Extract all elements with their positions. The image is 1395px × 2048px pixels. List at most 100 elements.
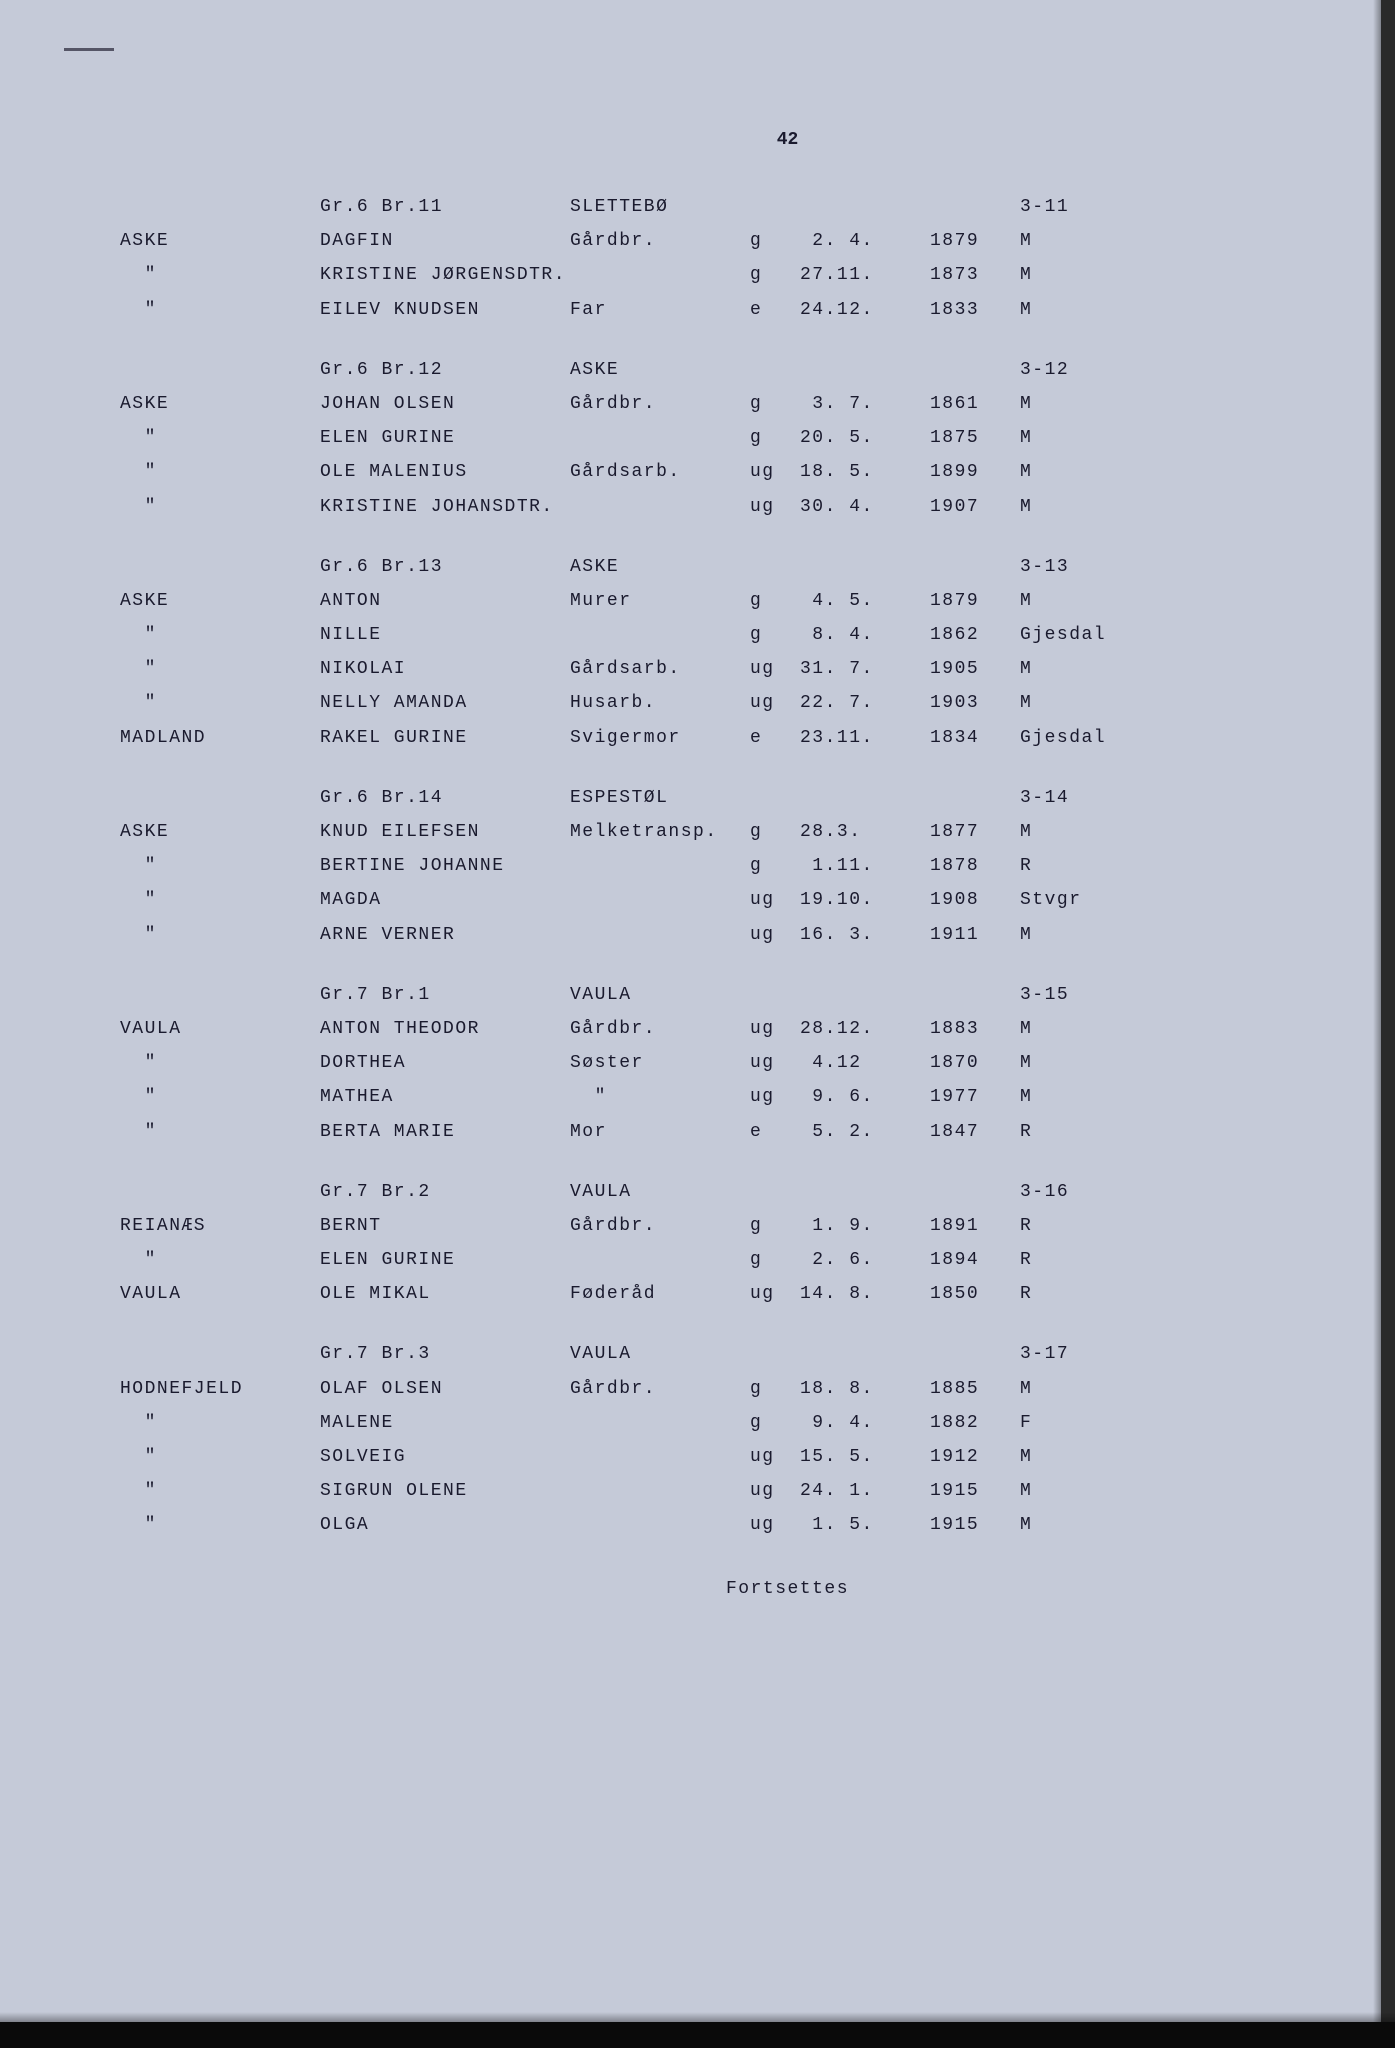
cell-location: M xyxy=(1020,1474,1295,1508)
cell-surname-ditto: " xyxy=(120,618,320,652)
census-row: "MAGDAug19.10.1908Stvgr xyxy=(120,883,1295,917)
cell-name: KRISTINE JØRGENSDTR. xyxy=(320,258,570,292)
cell-status: g xyxy=(750,387,800,421)
census-row: "BERTA MARIEMore 5. 2.1847R xyxy=(120,1115,1295,1149)
census-row: "KRISTINE JØRGENSDTR.g27.11.1873M xyxy=(120,258,1295,292)
cell-date: 18. 5. xyxy=(800,455,930,489)
cell-surname-ditto: " xyxy=(120,1080,320,1114)
cell-occupation xyxy=(570,918,750,952)
cell-name: NILLE xyxy=(320,618,570,652)
cell-name: DAGFIN xyxy=(320,224,570,258)
cell-location: Gjesdal xyxy=(1020,721,1295,755)
census-row: "ELEN GURINEg20. 5.1875M xyxy=(120,421,1295,455)
cell-surname-ditto: " xyxy=(120,1474,320,1508)
cell-date: 31. 7. xyxy=(800,652,930,686)
census-row: HODNEFJELDOLAF OLSENGårdbr.g18. 8.1885M xyxy=(120,1372,1295,1406)
cell-occupation xyxy=(570,849,750,883)
census-row: "ELEN GURINEg 2. 6.1894R xyxy=(120,1243,1295,1277)
cell-location: R xyxy=(1020,1115,1295,1149)
cell-year: 1878 xyxy=(930,849,1020,883)
cell-name: OLE MIKAL xyxy=(320,1277,570,1311)
cell-surname-ditto: " xyxy=(120,1406,320,1440)
header-code: 3-15 xyxy=(1020,978,1295,1012)
cell-surname-ditto: " xyxy=(120,455,320,489)
cell-year: 1834 xyxy=(930,721,1020,755)
cell-location: M xyxy=(1020,293,1295,327)
cell-occupation xyxy=(570,1406,750,1440)
cell-status: g xyxy=(750,1243,800,1277)
cell-year: 1879 xyxy=(930,224,1020,258)
cell-date: 9. 4. xyxy=(800,1406,930,1440)
cell-status: g xyxy=(750,1209,800,1243)
cell-status: ug xyxy=(750,1012,800,1046)
footer-text: Fortsettes xyxy=(280,1579,1295,1599)
cell-year: 1907 xyxy=(930,490,1020,524)
census-row: REIANÆSBERNTGårdbr.g 1. 9.1891R xyxy=(120,1209,1295,1243)
scan-edge-bottom xyxy=(0,2022,1395,2048)
cell-name: SOLVEIG xyxy=(320,1440,570,1474)
header-place: VAULA xyxy=(570,1175,1020,1209)
header-place: SLETTEBØ xyxy=(570,190,1020,224)
cell-location: M xyxy=(1020,815,1295,849)
header-gr: Gr.6 Br.14 xyxy=(320,781,570,815)
cell-name: OLGA xyxy=(320,1508,570,1542)
cell-occupation xyxy=(570,1440,750,1474)
cell-surname-ditto: " xyxy=(120,1440,320,1474)
cell-name: NIKOLAI xyxy=(320,652,570,686)
cell-location: M xyxy=(1020,421,1295,455)
section-header: Gr.6 Br.14ESPESTØL3-14 xyxy=(120,781,1295,815)
cell-location: M xyxy=(1020,1080,1295,1114)
cell-occupation: Far xyxy=(570,293,750,327)
cell-location: R xyxy=(1020,1277,1295,1311)
cell-name: EILEV KNUDSEN xyxy=(320,293,570,327)
cell-location: R xyxy=(1020,1243,1295,1277)
cell-surname: ASKE xyxy=(120,224,320,258)
cell-surname: REIANÆS xyxy=(120,1209,320,1243)
cell-status: g xyxy=(750,618,800,652)
cell-location: M xyxy=(1020,652,1295,686)
cell-year: 1870 xyxy=(930,1046,1020,1080)
cell-location: M xyxy=(1020,224,1295,258)
header-gr: Gr.7 Br.2 xyxy=(320,1175,570,1209)
cell-year: 1861 xyxy=(930,387,1020,421)
cell-occupation: Gårdbr. xyxy=(570,1209,750,1243)
cell-location: M xyxy=(1020,1440,1295,1474)
cell-surname: ASKE xyxy=(120,815,320,849)
cell-year: 1912 xyxy=(930,1440,1020,1474)
cell-location: M xyxy=(1020,387,1295,421)
cell-occupation xyxy=(570,883,750,917)
cell-date: 5. 2. xyxy=(800,1115,930,1149)
cell-year: 1833 xyxy=(930,293,1020,327)
header-spacer xyxy=(120,550,320,584)
cell-occupation: Gårdsarb. xyxy=(570,455,750,489)
header-place: ESPESTØL xyxy=(570,781,1020,815)
cell-name: JOHAN OLSEN xyxy=(320,387,570,421)
cell-status: e xyxy=(750,1115,800,1149)
cell-location: M xyxy=(1020,686,1295,720)
header-code: 3-13 xyxy=(1020,550,1295,584)
cell-date: 8. 4. xyxy=(800,618,930,652)
census-row: "KRISTINE JOHANSDTR.ug30. 4.1907M xyxy=(120,490,1295,524)
cell-location: M xyxy=(1020,918,1295,952)
section-header: Gr.6 Br.13ASKE3-13 xyxy=(120,550,1295,584)
cell-status: g xyxy=(750,421,800,455)
cell-occupation xyxy=(570,1508,750,1542)
header-gr: Gr.6 Br.12 xyxy=(320,353,570,387)
cell-status: ug xyxy=(750,652,800,686)
section-header: Gr.7 Br.1VAULA3-15 xyxy=(120,978,1295,1012)
cell-year: 1885 xyxy=(930,1372,1020,1406)
cell-year: 1850 xyxy=(930,1277,1020,1311)
cell-year: 1847 xyxy=(930,1115,1020,1149)
cell-date: 2. 4. xyxy=(800,224,930,258)
cell-date: 23.11. xyxy=(800,721,930,755)
cell-name: OLAF OLSEN xyxy=(320,1372,570,1406)
cell-occupation: Søster xyxy=(570,1046,750,1080)
cell-occupation: Svigermor xyxy=(570,721,750,755)
cell-occupation: Melketransp. xyxy=(570,815,750,849)
cell-year: 1862 xyxy=(930,618,1020,652)
cell-year: 1879 xyxy=(930,584,1020,618)
header-spacer xyxy=(120,190,320,224)
cell-year: 1911 xyxy=(930,918,1020,952)
census-row: "SIGRUN OLENEug24. 1.1915M xyxy=(120,1474,1295,1508)
cell-date: 4. 5. xyxy=(800,584,930,618)
